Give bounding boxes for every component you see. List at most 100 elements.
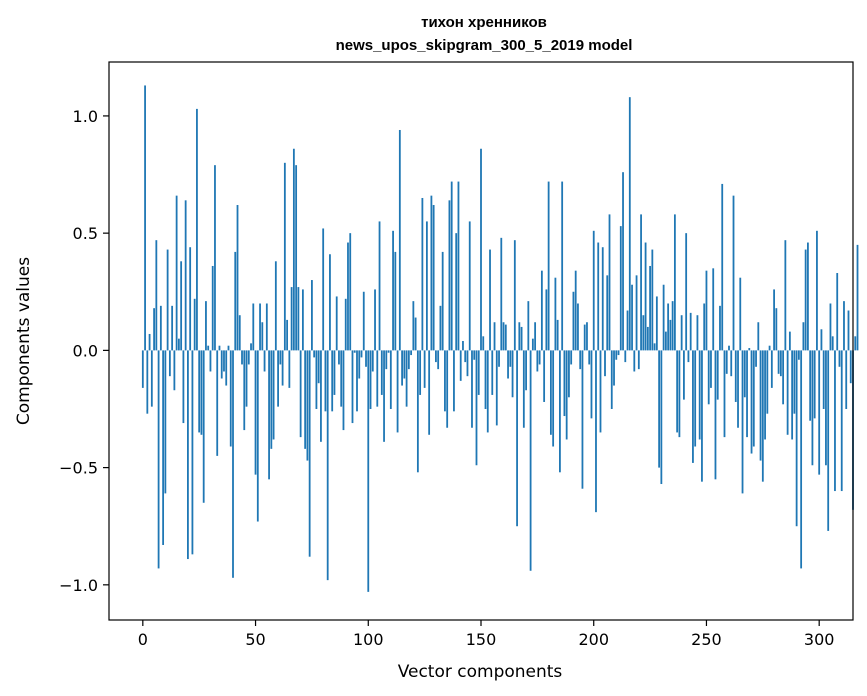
bar-101: [369, 350, 372, 409]
bar-13: [171, 305, 174, 351]
bar-273: [757, 322, 760, 351]
bar-144: [466, 350, 469, 377]
bar-133: [441, 251, 444, 351]
bar-48: [250, 343, 252, 351]
bar-276: [764, 350, 766, 440]
bar-168: [520, 326, 523, 351]
bar-9: [162, 350, 165, 545]
bar-63: [283, 162, 286, 351]
bar-266: [741, 350, 744, 494]
bar-28: [205, 301, 207, 351]
y-tick-label: 1.0: [73, 107, 98, 126]
bar-313: [847, 310, 850, 351]
bar-97: [360, 350, 363, 358]
bar-145: [468, 221, 471, 351]
chart-title-line1: тихон хренников: [421, 14, 547, 31]
x-tick-label: 0: [138, 630, 148, 649]
bar-206: [606, 275, 609, 351]
bar-123: [419, 350, 422, 395]
bar-95: [356, 350, 358, 412]
bar-62: [281, 350, 284, 386]
bar-229: [658, 350, 661, 468]
bar-289: [793, 350, 796, 414]
bar-169: [522, 350, 525, 428]
bar-17: [180, 261, 183, 351]
bar-81: [324, 350, 327, 412]
bar-102: [371, 350, 374, 372]
bar-257: [721, 183, 724, 351]
bar-16: [177, 338, 180, 351]
bar-155: [491, 350, 494, 395]
bar-292: [800, 350, 803, 569]
bar-224: [646, 326, 649, 351]
bar-124: [421, 197, 424, 351]
y-tick-label: −1.0: [59, 576, 98, 595]
bar-15: [175, 195, 178, 351]
bar-195: [581, 350, 584, 489]
bar-93: [351, 350, 354, 424]
bar-193: [577, 303, 579, 351]
bar-274: [759, 350, 762, 461]
bar-227: [653, 343, 656, 351]
bar-158: [498, 350, 500, 367]
bar-100: [367, 350, 370, 592]
bar-166: [516, 350, 518, 527]
bar-199: [590, 350, 593, 419]
bar-83: [329, 254, 331, 351]
bar-56: [268, 350, 270, 480]
bar-2: [146, 350, 149, 414]
bar-263: [734, 350, 737, 402]
bar-275: [761, 350, 764, 482]
bar-75: [311, 280, 313, 351]
bar-301: [820, 329, 823, 351]
bar-34: [218, 345, 221, 351]
bar-287: [788, 331, 791, 351]
bar-192: [574, 270, 577, 351]
bar-104: [376, 350, 379, 407]
bar-286: [786, 350, 789, 435]
bar-244: [692, 350, 694, 463]
bar-87: [338, 350, 340, 365]
bar-204: [601, 247, 604, 351]
bar-175: [536, 350, 539, 372]
bar-25: [198, 350, 201, 433]
bar-86: [335, 296, 338, 351]
bar-77: [315, 350, 318, 409]
bar-240: [683, 350, 685, 400]
bar-205: [604, 350, 606, 377]
bar-210: [615, 350, 618, 360]
bar-136: [448, 200, 451, 351]
bar-64: [286, 319, 289, 351]
bar-24: [196, 108, 198, 351]
bar-212: [619, 226, 622, 351]
bar-183: [554, 277, 557, 351]
bar-139: [455, 233, 458, 351]
bar-146: [471, 350, 473, 428]
bar-20: [187, 350, 189, 560]
bar-40: [232, 350, 234, 578]
bar-217: [631, 284, 633, 351]
bar-198: [588, 350, 591, 365]
bar-299: [816, 230, 818, 351]
bar-283: [779, 350, 782, 377]
bar-310: [840, 350, 843, 492]
bar-260: [728, 345, 730, 351]
bar-228: [655, 296, 658, 351]
bar-70: [299, 350, 302, 438]
bar-147: [473, 350, 476, 360]
bar-39: [229, 350, 232, 447]
bar-254: [714, 350, 717, 480]
bar-113: [396, 350, 399, 433]
bar-290: [795, 350, 798, 527]
bar-12: [168, 350, 171, 377]
bar-69: [297, 287, 300, 351]
bar-293: [802, 322, 805, 351]
bar-49: [252, 303, 255, 351]
bar-180: [547, 181, 550, 351]
bar-22: [191, 350, 194, 555]
bar-248: [701, 350, 703, 482]
bar-36: [223, 350, 225, 372]
bar-162: [507, 350, 509, 379]
bar-21: [189, 247, 192, 351]
bar-3: [148, 333, 151, 351]
